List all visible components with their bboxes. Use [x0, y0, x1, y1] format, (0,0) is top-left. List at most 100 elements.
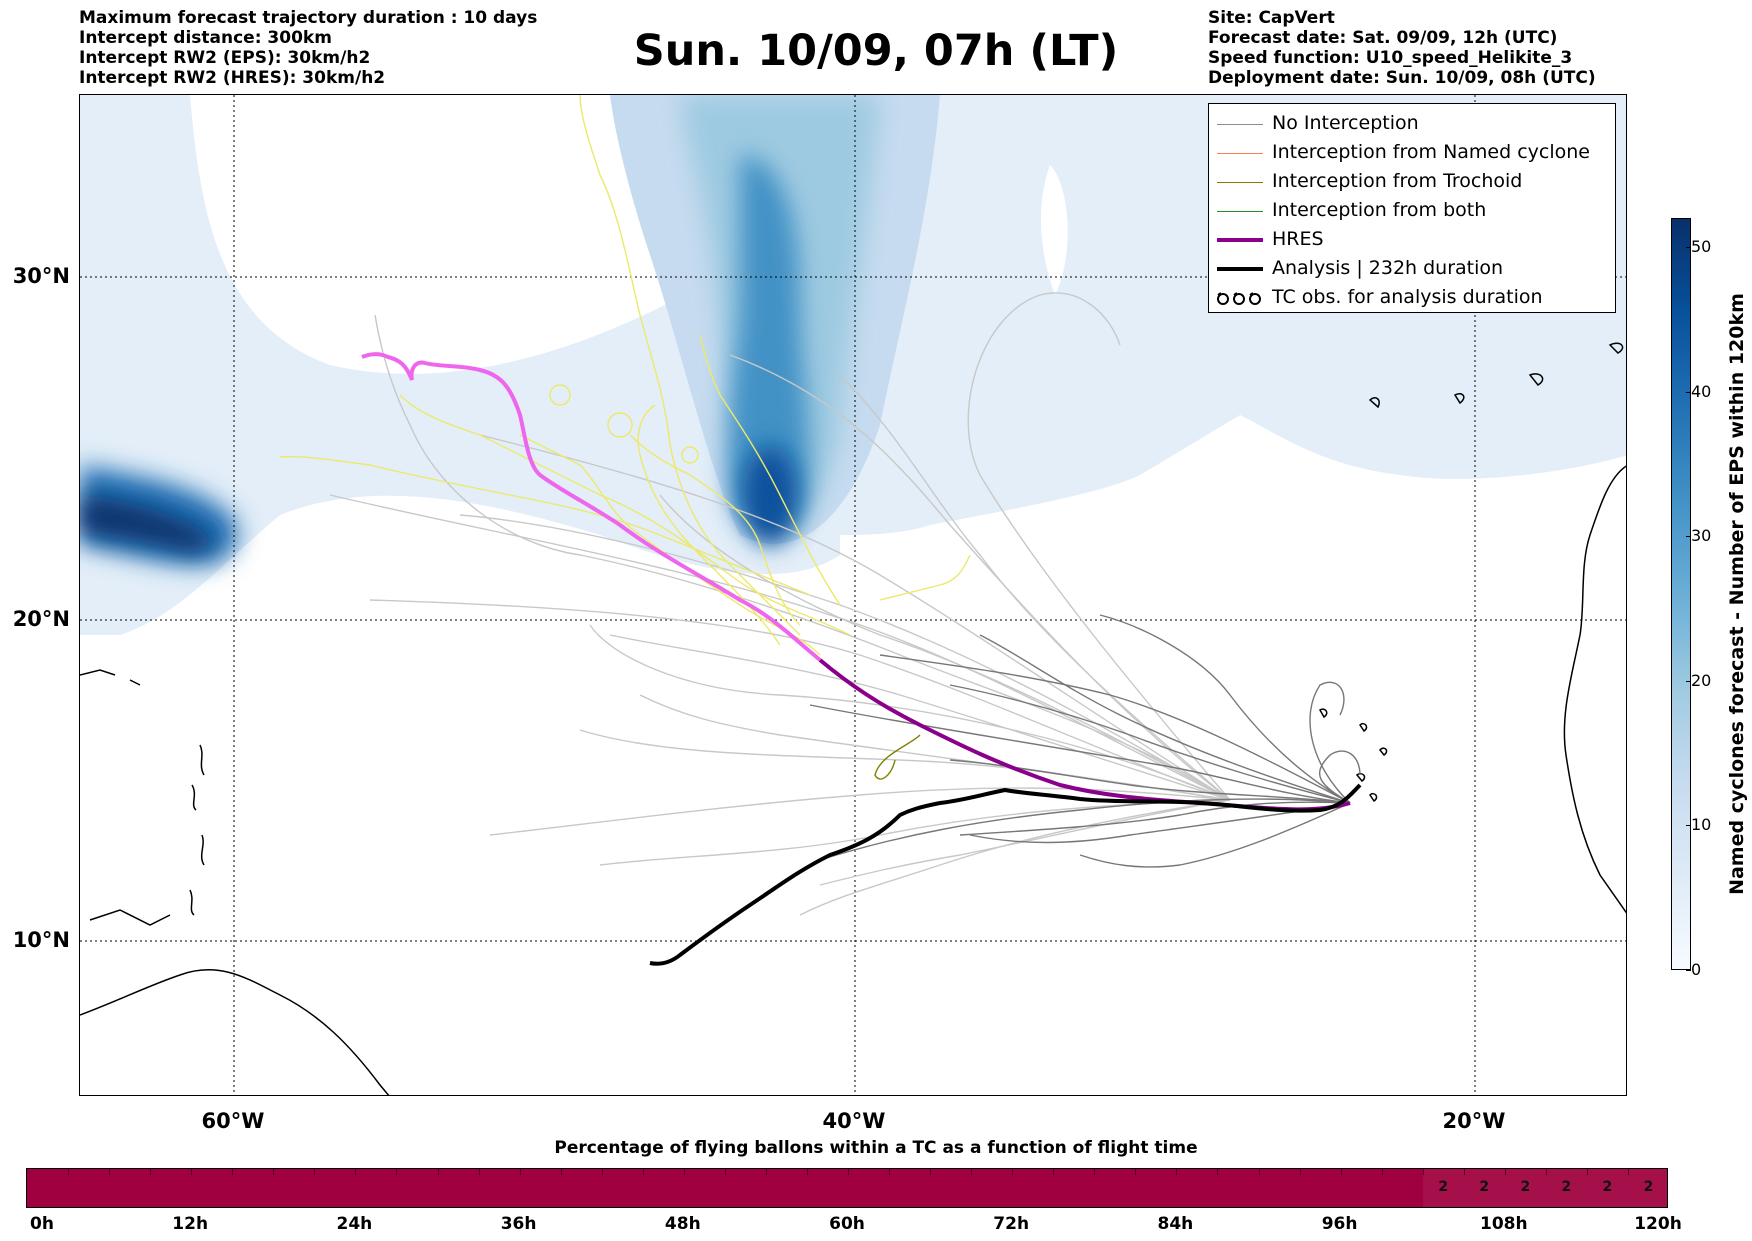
time-bar-tick-label: 12h — [172, 1214, 209, 1234]
time-bar-minor-tick — [806, 1169, 808, 1175]
time-bar-cell: 2 — [1545, 1169, 1587, 1207]
trajectory-path — [819, 799, 1231, 886]
lat-label-10n: 10°N — [12, 928, 70, 952]
time-bar-minor-tick — [1176, 1169, 1178, 1175]
legend-line-icon — [1217, 182, 1263, 183]
time-bar-cell-label: 2 — [1438, 1179, 1449, 1195]
time-bar-cell: 2 — [1586, 1169, 1628, 1207]
time-bar-tick-label: 108h — [1480, 1214, 1528, 1234]
time-bar-minor-tick — [889, 1169, 891, 1175]
time-bar-minor-tick — [1545, 1169, 1547, 1175]
time-bar-minor-tick — [1504, 1169, 1506, 1175]
trajectory-path — [879, 654, 1351, 804]
info-intercept-hres: Intercept RW2 (HRES): 30km/h2 — [79, 68, 386, 88]
trajectory-path — [374, 314, 1231, 801]
colorbar-tick-mark — [1686, 246, 1691, 248]
legend-line-icon — [1217, 153, 1263, 154]
coastline-caribbean — [89, 909, 171, 926]
time-bar-minor-tick — [1299, 1169, 1301, 1175]
lon-label-40w: 40°W — [822, 1109, 886, 1133]
colorbar-tick-mark — [1686, 970, 1691, 971]
time-bar-title: Percentage of flying ballons within a TC… — [554, 1138, 1198, 1158]
trajectory-path — [879, 554, 971, 601]
info-speed-function: Speed function: U10_speed_Helikite_3 — [1208, 48, 1573, 68]
time-bar-minor-tick — [1340, 1169, 1342, 1175]
time-bar-minor-tick — [1053, 1169, 1055, 1175]
time-bar-minor-tick — [1217, 1169, 1219, 1175]
info-intercept-distance: Intercept distance: 300km — [79, 28, 332, 48]
time-bar-cell: 2 — [1422, 1169, 1464, 1207]
legend-item-named-cyclone: Interception from Named cyclone — [1209, 139, 1615, 168]
time-bar-minor-tick — [1012, 1169, 1014, 1175]
trajectory-path — [819, 798, 1351, 861]
time-bar-cell-label: 2 — [1561, 1179, 1572, 1195]
trajectory-path — [459, 514, 1231, 801]
time-bar-minor-tick — [437, 1169, 439, 1175]
legend-label: Interception from Named cyclone — [1272, 141, 1590, 163]
coastlines — [80, 342, 1626, 1095]
time-bar-cell-label: 2 — [1520, 1179, 1531, 1195]
trajectory-path — [399, 394, 851, 636]
lat-label-20n: 20°N — [12, 607, 70, 631]
time-bar-cell-label: 2 — [1479, 1179, 1490, 1195]
time-bar-minor-tick — [109, 1169, 111, 1175]
time-bar-minor-tick — [683, 1169, 685, 1175]
trajectory-path — [967, 292, 1231, 801]
coastline-lesser-antilles — [189, 744, 205, 916]
trajectory-path — [1079, 802, 1351, 868]
trajectory-path — [579, 95, 801, 636]
trajectory-path — [589, 624, 1231, 801]
trajectory-path — [1309, 681, 1351, 804]
legend-label: Interception from Trochoid — [1272, 170, 1523, 192]
trajectory-path — [599, 799, 1231, 866]
lat-label-30n: 30°N — [12, 264, 70, 288]
time-bar-tick-label: 72h — [993, 1214, 1030, 1234]
trochoid-loop — [549, 384, 571, 406]
time-bar-minor-tick — [1463, 1169, 1465, 1175]
info-site: Site: CapVert — [1208, 8, 1335, 28]
time-bar-cell: 2 — [1463, 1169, 1505, 1207]
info-intercept-eps: Intercept RW2 (EPS): 30km/h2 — [79, 48, 371, 68]
time-bar-minor-tick — [1258, 1169, 1260, 1175]
legend-item-no-interception: No Interception — [1209, 110, 1615, 139]
time-bar-minor-tick — [848, 1169, 849, 1175]
trajectory-path — [639, 694, 1231, 801]
time-bar-minor-tick — [1381, 1169, 1383, 1175]
time-bar-minor-tick — [68, 1169, 70, 1175]
time-bar-minor-tick — [601, 1169, 603, 1175]
time-bar-cell-label: 2 — [1643, 1179, 1654, 1195]
info-forecast-date: Forecast date: Sat. 09/09, 12h (UTC) — [1208, 28, 1558, 48]
colorbar-tick-label: 30 — [1691, 526, 1712, 546]
trajectory-path — [949, 684, 1351, 804]
colorbar-tick-label: 10 — [1691, 815, 1712, 835]
coastline-cape-verde-islands — [1318, 708, 1388, 803]
trajectory-path — [279, 455, 811, 596]
legend-label: Analysis | 232h duration — [1272, 257, 1504, 279]
legend-item-trochoid: Interception from Trochoid — [1209, 168, 1615, 197]
legend-line-icon — [1217, 211, 1263, 212]
density-gap-west — [200, 95, 571, 290]
trajectories-light-grey — [329, 292, 1231, 916]
trajectory-ensemble — [279, 95, 1361, 916]
trajectory-path — [799, 799, 1231, 916]
trajectory-path — [489, 787, 1231, 836]
time-bar-minor-tick — [724, 1169, 726, 1175]
trajectory-path — [1099, 614, 1351, 804]
time-bar-minor-tick — [396, 1169, 398, 1175]
time-bar-tick-label: 48h — [664, 1214, 701, 1234]
time-bar-minor-tick — [314, 1169, 316, 1175]
legend-item-tc-obs: TC obs. for analysis duration — [1209, 284, 1615, 313]
time-bar-cell: 2 — [1627, 1169, 1667, 1207]
time-bar: 2 2 2 2 2 2 — [26, 1168, 1668, 1208]
colorbar-tick-label: 50 — [1691, 236, 1712, 256]
time-bar-minor-tick — [150, 1169, 152, 1175]
trajectory-path — [979, 634, 1351, 804]
time-bar-minor-tick — [1586, 1169, 1588, 1175]
trajectory-path — [479, 434, 1231, 801]
colorbar-tick-label: 0 — [1691, 960, 1702, 979]
colorbar-tick-mark — [1686, 391, 1691, 393]
time-bar-minor-tick — [765, 1169, 767, 1175]
trajectory-path — [629, 434, 801, 626]
colorbar-tick-mark — [1686, 825, 1691, 827]
colorbar-tick-label: 40 — [1691, 381, 1712, 401]
